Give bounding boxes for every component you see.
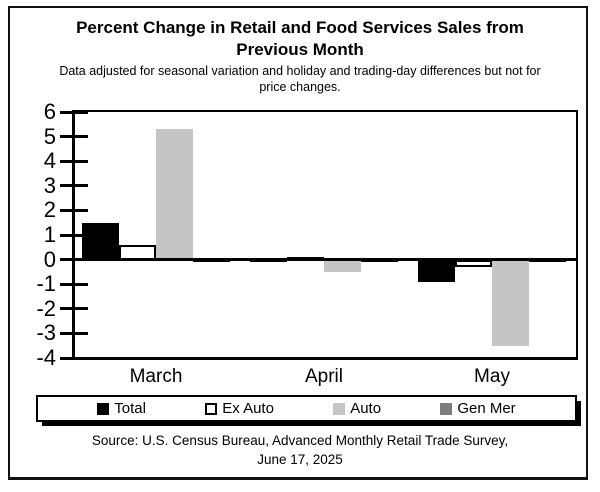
legend-item-gen-mer: Gen Mer <box>440 400 516 417</box>
y-tick--1 <box>60 282 88 286</box>
y-tick-2 <box>60 208 88 212</box>
legend-item-ex-auto: Ex Auto <box>205 400 274 417</box>
plot-bottom-border <box>72 357 578 360</box>
x-axis-label-may: May <box>474 366 510 387</box>
y-tick-label-4: 4 <box>43 148 56 174</box>
y-tick-label-6: 6 <box>43 99 56 124</box>
y-tick-label-0: 0 <box>43 246 56 272</box>
source-note-line1: Source: U.S. Census Bureau, Advanced Mon… <box>91 433 509 448</box>
y-tick-label--3: -3 <box>36 320 56 346</box>
legend-swatch-auto <box>333 402 346 415</box>
x-axis-label-march: March <box>129 366 183 387</box>
chart-subtitle-line2: price changes. <box>259 80 341 94</box>
y-tick-1 <box>60 233 88 237</box>
legend-label-ex-auto: Ex Auto <box>222 400 274 417</box>
legend-swatch-total <box>97 402 110 415</box>
bar-auto-march <box>156 129 193 260</box>
zero-line <box>75 258 576 262</box>
legend-item-total: Total <box>97 400 146 417</box>
y-tick-label-2: 2 <box>43 197 56 223</box>
y-tick--4 <box>60 356 88 360</box>
y-tick-4 <box>60 159 88 163</box>
chart-subtitle: Data adjusted for seasonal variation and… <box>14 63 586 95</box>
y-tick-label--1: -1 <box>36 271 56 297</box>
y-tick-label--4: -4 <box>36 345 56 370</box>
chart-title-line1: Percent Change in Retail and Food Servic… <box>76 18 524 37</box>
legend-item-auto: Auto <box>333 400 381 417</box>
y-tick-6 <box>60 110 88 114</box>
legend-swatch-gen-mer <box>440 402 453 415</box>
legend-label-gen-mer: Gen Mer <box>457 400 516 417</box>
y-tick-5 <box>60 135 88 139</box>
chart-legend: Total Ex Auto Auto Gen Mer <box>36 395 577 422</box>
y-tick-3 <box>60 184 88 188</box>
bar-auto-may <box>492 259 529 346</box>
y-tick--2 <box>60 307 88 311</box>
y-tick-label-1: 1 <box>43 222 56 247</box>
bar-auto-april <box>324 259 361 272</box>
y-tick-0 <box>60 258 88 262</box>
chart-title-line2: Previous Month <box>236 40 364 59</box>
y-tick--3 <box>60 331 88 335</box>
bar-total-march <box>82 222 119 260</box>
outer-border-frame <box>8 6 588 480</box>
y-tick-label--2: -2 <box>36 295 56 321</box>
bar-total-may <box>418 259 455 282</box>
y-tick-label-3: 3 <box>43 172 56 198</box>
legend-label-auto: Auto <box>350 400 382 417</box>
x-axis-label-april: April <box>304 366 343 387</box>
source-note-line2: June 17, 2025 <box>257 452 343 467</box>
plot-top-border <box>72 110 578 112</box>
legend-swatch-ex-auto <box>205 402 218 415</box>
legend-label-total: Total <box>114 400 146 417</box>
source-note: Source: U.S. Census Bureau, Advanced Mon… <box>20 431 580 469</box>
chart-title: Percent Change in Retail and Food Servic… <box>20 17 580 61</box>
plot-right-border <box>576 110 578 360</box>
y-tick-label-5: 5 <box>43 123 56 149</box>
chart-subtitle-line1: Data adjusted for seasonal variation and… <box>59 64 541 78</box>
